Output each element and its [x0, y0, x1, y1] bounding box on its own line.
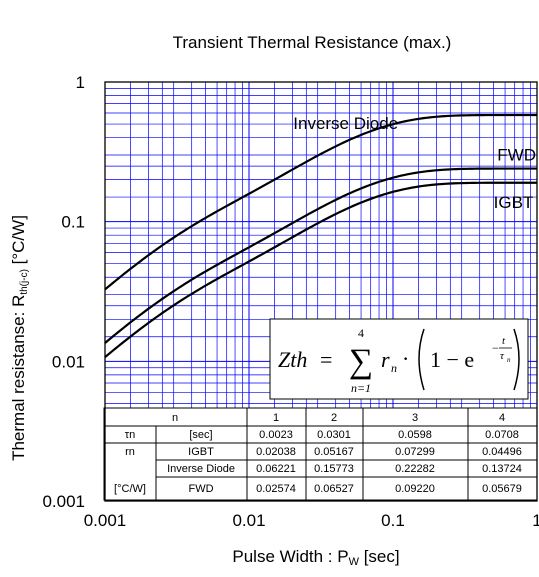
series-label-igbt: IGBT — [494, 193, 534, 212]
chart-title: Transient Thermal Resistance (max.) — [173, 33, 452, 52]
series-label-fwd: FWD — [497, 145, 536, 164]
table-cell: 0.06221 — [256, 463, 296, 475]
table-cell: 0.02038 — [256, 446, 296, 458]
table-row-label-igbt: IGBT — [188, 446, 214, 458]
formula-box: Zth = 4 ∑ n=1 r n · 1 − e − t τ n — [269, 318, 529, 400]
table-cell: 0.04496 — [482, 446, 522, 458]
y-tick-label: 0.001 — [42, 492, 85, 511]
series-line-inverse-diode — [104, 113, 537, 291]
formula-lhs: Zth — [278, 347, 307, 372]
formula-sum-lower: n=1 — [351, 381, 371, 395]
formula-sum-sign: ∑ — [349, 343, 373, 380]
table-tau-unit: [sec] — [189, 429, 212, 441]
y-tick-label: 0.1 — [61, 213, 85, 232]
formula-r-sub: n — [391, 361, 397, 375]
formula-exp-tau-sub: n — [507, 356, 511, 364]
table-cell: 0.07299 — [395, 446, 435, 458]
x-tick-label: 0.1 — [381, 511, 405, 530]
formula-dot: · — [402, 346, 409, 371]
formula-right-paren — [513, 328, 520, 391]
x-axis-label: Pulse Width : PW [sec] — [232, 547, 399, 568]
series-line-fwd — [104, 167, 537, 344]
formula-exp-minus: − — [492, 341, 499, 355]
table-cell: 0.0023 — [259, 429, 293, 441]
series-label-inverse-diode: Inverse Diode — [293, 114, 398, 133]
table-row-label-inverse-diode: Inverse Diode — [167, 463, 235, 475]
plot-frame — [104, 81, 538, 502]
table-tau-symbol: τn — [125, 429, 135, 441]
x-tick-label: 1 — [532, 511, 539, 530]
table-cell: 0.22282 — [395, 463, 435, 475]
series-line-igbt — [104, 181, 537, 358]
tick-labels: 0.001 0.01 0.1 1 0.001 0.01 0.1 1 — [42, 73, 539, 530]
series-layer — [104, 113, 537, 358]
x-tick-label: 0.001 — [84, 511, 127, 530]
table-row-label-fwd: FWD — [188, 483, 213, 495]
table-cell: 0.13724 — [482, 463, 522, 475]
y-tick-label: 1 — [76, 73, 85, 92]
table-cell: 0.06527 — [314, 483, 354, 495]
table-cell: 0.0708 — [485, 429, 519, 441]
formula-sum-upper: 4 — [358, 326, 364, 340]
table-header-3: 3 — [412, 412, 418, 424]
table-cell: 0.05679 — [482, 483, 522, 495]
table-cell: 0.15773 — [314, 463, 354, 475]
series-labels: Inverse Diode FWD IGBT — [293, 114, 536, 212]
formula-one-minus-e: 1 − e — [430, 347, 474, 372]
table-header-4: 4 — [499, 412, 505, 424]
formula-left-paren — [418, 328, 425, 391]
y-tick-label: 0.01 — [52, 352, 85, 371]
formula-equals: = — [320, 347, 332, 372]
table-header-2: 2 — [331, 412, 337, 424]
table-cell: 0.0598 — [398, 429, 432, 441]
parameter-table: n 1 2 3 4 τn [sec] 0.0023 0.0301 0.0598 … — [103, 407, 538, 501]
table-unit-cw: [°C/W] — [114, 483, 146, 495]
formula-exp-t: t — [502, 335, 506, 347]
table-cell: 0.09220 — [395, 483, 435, 495]
table-cell: 0.05167 — [314, 446, 354, 458]
y-axis-label: Thermal resistanse: Rth(j-c) [°C/W] — [9, 215, 30, 461]
formula-r: r — [381, 347, 390, 372]
table-cell: 0.02574 — [256, 483, 296, 495]
table-header-n: n — [172, 412, 178, 424]
table-header-1: 1 — [273, 412, 279, 424]
table-rn-symbol: rn — [125, 446, 135, 458]
x-tick-label: 0.01 — [232, 511, 265, 530]
table-cell: 0.0301 — [317, 429, 351, 441]
formula-exp-tau: τ — [500, 350, 505, 362]
